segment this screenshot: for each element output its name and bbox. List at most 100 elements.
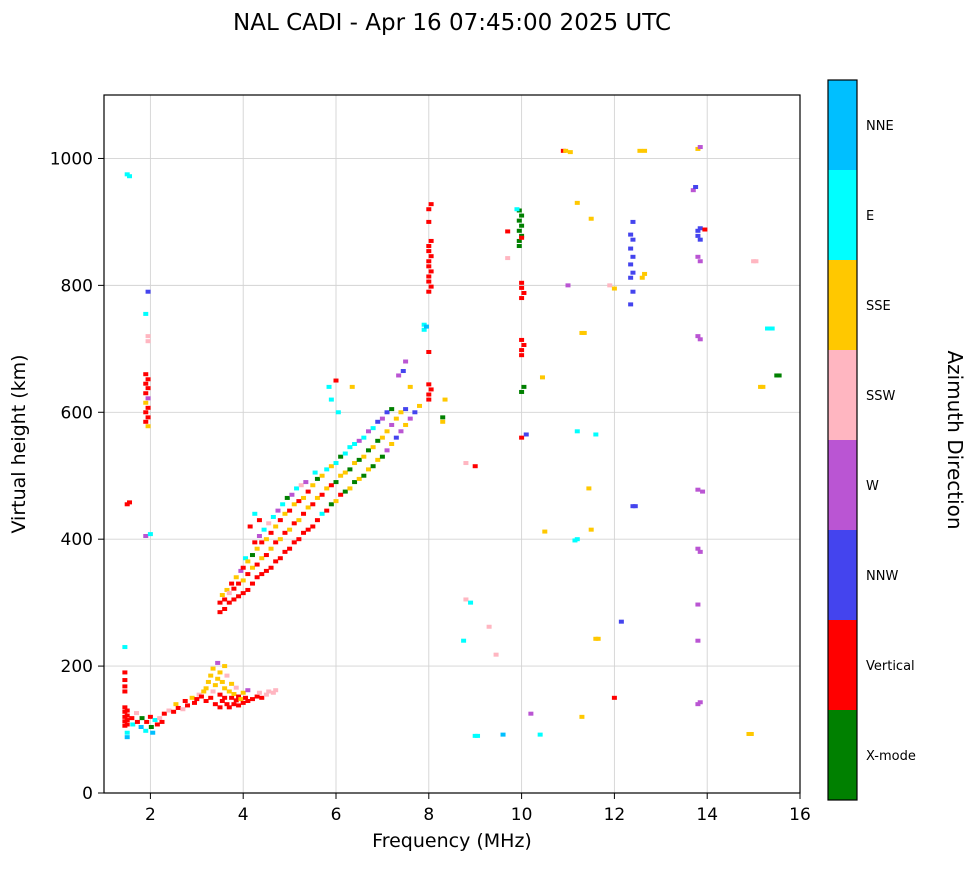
scatter-point [217,692,223,697]
scatter-point [301,495,307,500]
x-tick-label: 6 [331,805,342,825]
scatter-point [296,499,302,504]
scatter-point [697,337,703,342]
scatter-point [224,587,230,592]
colorbar-segment-nne [828,80,857,170]
scatter-point [537,732,543,737]
scatter-point [254,562,260,567]
scatter-point [356,476,362,481]
scatter-point [637,148,643,153]
scatter-point [324,486,330,491]
scatter-point [375,457,381,462]
scatter-point [426,382,432,387]
scatter-point [769,326,775,331]
x-axis-ticks: 2 4 6 8 10 12 14 16 [145,793,811,825]
scatter-point [256,518,262,523]
scatter-point [426,397,432,402]
scatter-point [516,218,522,223]
scatter-point [695,487,701,492]
scatter-point [310,502,316,507]
scatter-point [428,238,434,243]
scatter-point [393,416,399,421]
y-tick-label: 1000 [50,149,93,169]
scatter-point [421,327,427,332]
scatter-point [231,586,237,591]
scatter-point [143,381,149,386]
scatter-point [259,556,265,561]
scatter-point [173,702,179,707]
scatter-point [486,624,492,629]
scatter-point [122,684,128,689]
scatter-point [349,384,355,389]
colorbar-tick-label: E [866,209,874,224]
scatter-point [361,435,367,440]
scatter-point [133,711,139,716]
y-tick-label: 200 [61,657,93,677]
scatter-point [219,679,225,684]
scatter-point [328,502,334,507]
scatter-point [243,556,249,561]
scatter-point [375,419,381,424]
scatter-point [171,709,177,714]
scatter-point [280,502,286,507]
chart-title: NAL CADI - Apr 16 07:45:00 2025 UTC [233,10,671,36]
scatter-point [695,546,701,551]
scatter-point [352,480,358,485]
scatter-point [224,673,230,678]
scatter-point [143,728,149,733]
y-axis-ticks: 0 200 400 600 800 1000 [50,149,104,804]
scatter-point [361,473,367,478]
scatter-point [240,591,246,596]
colorbar-segment-e [828,170,857,260]
x-axis-label: Frequency (MHz) [372,830,532,852]
scatter-point [393,435,399,440]
scatter-point [396,373,402,378]
scatter-point [338,492,344,497]
scatter-point [347,445,353,450]
scatter-point [319,511,325,516]
scatter-point [442,397,448,402]
scatter-point [245,698,251,703]
x-tick-label: 2 [145,805,156,825]
colorbar-segment-w [828,440,857,530]
scatter-point [475,733,481,738]
scatter-point [256,690,262,695]
scatter-point [412,410,418,415]
scatter-point [254,694,260,699]
colorbar-tick-label: X-mode [866,749,916,764]
scatter-point [333,480,339,485]
scatter-point [426,264,432,269]
scatter-point [326,384,332,389]
y-axis-label: Virtual height (km) [8,354,30,533]
gridlines [104,95,801,794]
scatter-point [519,353,525,358]
scatter-point [143,372,149,377]
scatter-point [748,731,754,736]
scatter-point [263,553,269,558]
scatter-point [505,229,511,234]
scatter-point [426,249,432,254]
scatter-point [124,730,130,735]
x-tick-label: 4 [238,805,249,825]
scatter-point [342,470,348,475]
scatter-point [384,410,390,415]
scatter-point [342,489,348,494]
scatter-point [426,219,432,224]
scatter-point [579,714,585,719]
scatter-point [217,705,223,710]
scatter-point [630,254,636,259]
scatter-point [639,275,645,280]
scatter-point [157,716,163,721]
scatter-point [628,262,634,267]
scatter-point [690,188,696,193]
scatter-point [298,483,304,488]
scatter-point [333,499,339,504]
scatter-point [305,527,311,532]
scatter-point [268,565,274,570]
scatter-point [198,694,204,699]
scatter-point [370,445,376,450]
scatter-point [270,514,276,519]
scatter-point [314,476,320,481]
scatter-point [268,546,274,551]
scatter-point [695,254,701,259]
